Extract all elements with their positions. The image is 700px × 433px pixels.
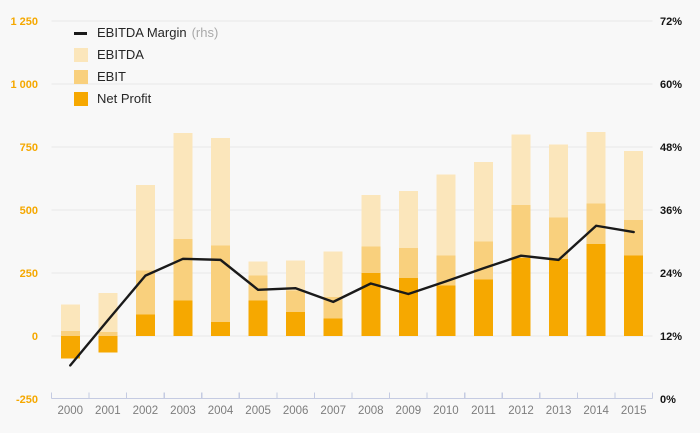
x-axis-label-2015: 2015 <box>621 405 647 417</box>
ebitda-margin-line-swatch-icon <box>74 31 87 35</box>
bar-net-profit-2010 <box>436 285 456 336</box>
x-axis-label-2010: 2010 <box>433 405 459 417</box>
right-axis-tick-72: 72% <box>660 16 682 28</box>
net-profit-swatch-icon <box>74 92 88 106</box>
right-axis-tick-60: 60% <box>660 79 682 91</box>
bar-net-profit-2006 <box>286 312 306 336</box>
right-axis-tick-12: 12% <box>660 331 682 343</box>
left-axis-tick-500: 500 <box>20 205 38 217</box>
bar-ebitda-2000 <box>60 304 80 336</box>
ebit-swatch-icon <box>74 70 88 84</box>
ebitda-margin-line <box>69 224 635 367</box>
bar-net-profit-2012 <box>511 257 531 336</box>
bar-net-profit-2000 <box>60 336 80 359</box>
legend-item-ebitda-margin[interactable]: EBITDA Margin (rhs) <box>74 24 218 42</box>
x-axis-label-2007: 2007 <box>320 405 346 417</box>
x-axis-label-2011: 2011 <box>471 405 496 417</box>
right-axis-tick-36: 36% <box>660 205 682 217</box>
bar-net-profit-2002 <box>135 314 155 336</box>
left-axis-tick-1250: 1 250 <box>10 16 38 28</box>
bar-net-profit-2011 <box>473 279 493 336</box>
left-axis-tick-250: 250 <box>20 268 38 280</box>
legend-label-net-profit: Net Profit <box>97 91 152 106</box>
legend-suffix-rhs: (rhs) <box>191 25 219 40</box>
bar-net-profit-2001 <box>98 336 118 353</box>
chart-legend: EBITDA Margin (rhs) EBITDA EBIT Net Prof… <box>74 24 218 108</box>
left-axis-tick-0: 0 <box>32 331 38 343</box>
x-axis-label-2006: 2006 <box>283 405 309 417</box>
bar-net-profit-2009 <box>398 278 418 336</box>
bar-net-profit-2015 <box>624 255 644 336</box>
legend-label-ebit: EBIT <box>97 69 126 84</box>
x-axis-label-2000: 2000 <box>57 405 83 417</box>
bar-net-profit-2005 <box>248 300 268 336</box>
x-axis-label-2001: 2001 <box>95 405 121 417</box>
x-axis-label-2009: 2009 <box>396 405 422 417</box>
legend-label-ebitda: EBITDA <box>97 47 144 62</box>
right-axis-tick-24: 24% <box>660 268 682 280</box>
bar-net-profit-2008 <box>361 273 381 336</box>
bar-net-profit-2004 <box>211 322 231 336</box>
x-axis-label-2002: 2002 <box>133 405 159 417</box>
x-axis-label-2012: 2012 <box>508 405 534 417</box>
legend-label-ebitda-margin: EBITDA Margin <box>97 25 187 40</box>
bar-ebit-2000 <box>60 330 80 336</box>
bar-ebit-2004 <box>211 245 231 336</box>
x-axis-label-2014: 2014 <box>583 405 609 417</box>
bar-net-profit-2007 <box>323 318 343 336</box>
bar-ebit-2001 <box>98 332 118 336</box>
legend-item-ebitda[interactable]: EBITDA <box>74 46 218 64</box>
right-axis-tick-48: 48% <box>660 142 682 154</box>
bar-net-profit-2003 <box>173 300 193 336</box>
bar-net-profit-2014 <box>586 244 606 336</box>
ebitda-swatch-icon <box>74 48 88 62</box>
right-axis-tick-0: 0% <box>660 394 676 406</box>
left-axis-tick--250: -250 <box>16 394 38 406</box>
x-axis-label-2008: 2008 <box>358 405 384 417</box>
x-axis-label-2003: 2003 <box>170 405 196 417</box>
bar-net-profit-2013 <box>549 259 569 336</box>
x-axis-label-2013: 2013 <box>546 405 572 417</box>
legend-item-ebit[interactable]: EBIT <box>74 68 218 86</box>
x-axis-label-2004: 2004 <box>208 405 234 417</box>
legend-item-net-profit[interactable]: Net Profit <box>74 90 218 108</box>
x-axis-label-2005: 2005 <box>245 405 271 417</box>
left-axis-tick-1000: 1 000 <box>10 79 38 91</box>
left-axis-tick-750: 750 <box>20 142 38 154</box>
